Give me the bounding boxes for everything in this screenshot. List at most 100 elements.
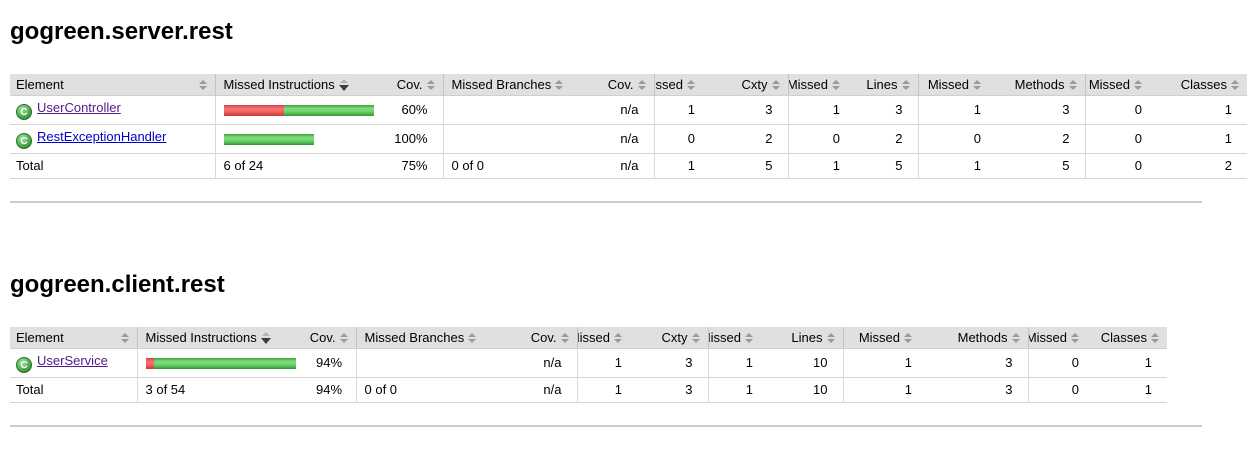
total-classes-cell: 2 <box>1157 153 1247 179</box>
column-header-methods[interactable]: Methods <box>927 327 1028 349</box>
column-header-missed-instructions[interactable]: Missed Instructions <box>136 327 310 349</box>
sort-icon <box>904 332 912 343</box>
coverage-table: Element Missed Instructions Cov. Missed … <box>10 74 1247 179</box>
class-link[interactable]: RestExceptionHandler <box>37 129 167 144</box>
sort-icon <box>1151 332 1159 343</box>
sort-icon <box>771 79 780 90</box>
column-header-cxty[interactable]: Cxty <box>710 74 788 96</box>
total-missed-classes-cell: 0 <box>1084 153 1157 179</box>
package-title: gogreen.client.rest <box>10 271 225 298</box>
section-divider <box>10 201 1202 203</box>
instruction-coverage-cell: 100% <box>387 124 443 154</box>
element-cell: UserService <box>10 348 137 378</box>
classes-cell: 1 <box>1157 124 1247 154</box>
total-row: Total 3 of 54 94% 0 of 0 n/a 1 3 1 10 1 … <box>10 377 1167 403</box>
total-branch-coverage-cell: n/a <box>497 377 577 403</box>
column-header-classes[interactable]: Classes <box>1157 74 1247 96</box>
column-header-branch-coverage[interactable]: Cov. <box>586 74 654 96</box>
column-header-element[interactable]: Element <box>10 327 137 349</box>
element-cell: UserController <box>10 95 215 125</box>
branch-coverage-cell: n/a <box>586 124 654 154</box>
sort-icon <box>468 332 477 343</box>
column-header-instruction-coverage[interactable]: Cov. <box>387 74 443 96</box>
missed-branches-cell <box>355 348 497 378</box>
coverage-bar <box>223 134 314 146</box>
column-header-branch-coverage[interactable]: Cov. <box>497 327 577 349</box>
column-header-missed-instructions[interactable]: Missed Instructions <box>214 74 387 96</box>
total-lines-cell: 10 <box>768 377 843 403</box>
lines-cell: 3 <box>855 95 918 125</box>
classes-cell: 1 <box>1157 95 1247 125</box>
column-header-missed-methods[interactable]: Missed <box>917 74 996 96</box>
column-header-missed-classes[interactable]: Missed <box>1027 327 1094 349</box>
total-missed-lines-cell: 1 <box>787 153 855 179</box>
column-header-missed-branches[interactable]: Missed Branches <box>355 327 497 349</box>
column-header-missed-branches[interactable]: Missed Branches <box>442 74 586 96</box>
sort-icon <box>1071 332 1079 343</box>
total-missed-methods-cell: 1 <box>917 153 996 179</box>
column-header-lines[interactable]: Lines <box>855 74 918 96</box>
column-header-missed-lines[interactable]: Missed <box>707 327 768 349</box>
column-header-classes[interactable]: Classes <box>1094 327 1167 349</box>
total-instruction-coverage-cell: 75% <box>387 153 443 179</box>
table-row: UserService 94% n/a 1 3 1 10 1 3 0 1 <box>10 348 1167 378</box>
total-row: Total 6 of 24 75% 0 of 0 n/a 1 5 1 5 1 5… <box>10 153 1247 179</box>
coverage-bar <box>145 358 296 370</box>
column-header-instruction-coverage[interactable]: Cov. <box>310 327 356 349</box>
sort-icon <box>745 332 753 343</box>
total-missed-instructions-cell: 3 of 54 <box>136 377 310 403</box>
missed-classes-cell: 0 <box>1027 348 1094 378</box>
column-header-missed-lines[interactable]: Missed <box>787 74 855 96</box>
missed-classes-cell: 0 <box>1084 124 1157 154</box>
total-missed-methods-cell: 1 <box>842 377 927 403</box>
sort-icon <box>901 79 910 90</box>
coverage-report-page: gogreen.server.rest Element Missed Instr… <box>0 18 1258 427</box>
total-branch-coverage-cell: n/a <box>586 153 654 179</box>
package-section-client-rest: gogreen.client.rest Element Missed Instr… <box>10 271 1248 427</box>
sort-icon <box>555 79 564 90</box>
sort-icon <box>339 332 348 343</box>
branch-coverage-cell: n/a <box>586 95 654 125</box>
sort-icon <box>1134 79 1142 90</box>
methods-cell: 3 <box>996 95 1085 125</box>
missed-cxty-cell: 0 <box>653 124 710 154</box>
lines-cell: 2 <box>855 124 918 154</box>
table-row: RestExceptionHandler 100% n/a 0 2 0 2 0 … <box>10 124 1247 154</box>
column-header-missed-cxty[interactable]: Missed <box>653 74 710 96</box>
instruction-coverage-cell: 60% <box>387 95 443 125</box>
total-missed-cxty-cell: 1 <box>653 153 710 179</box>
missed-instructions-cell <box>214 95 387 125</box>
sort-icon <box>1231 79 1239 90</box>
column-header-missed-cxty[interactable]: Missed <box>576 327 637 349</box>
covered-bar-segment <box>223 134 314 146</box>
class-icon <box>16 133 32 149</box>
sort-icon <box>687 79 695 90</box>
column-header-element[interactable]: Element <box>10 74 215 96</box>
missed-cxty-cell: 1 <box>653 95 710 125</box>
header-row: Element Missed Instructions Cov. Missed … <box>10 327 1167 349</box>
cxty-cell: 2 <box>710 124 788 154</box>
total-cxty-cell: 3 <box>637 377 708 403</box>
missed-methods-cell: 0 <box>917 124 996 154</box>
missed-branches-cell <box>442 124 586 154</box>
missed-bar-segment <box>145 358 154 370</box>
class-link[interactable]: UserService <box>37 353 108 368</box>
total-missed-lines-cell: 1 <box>707 377 768 403</box>
sort-icon <box>560 332 569 343</box>
cxty-cell: 3 <box>710 95 788 125</box>
sort-icon <box>120 332 129 343</box>
coverage-table: Element Missed Instructions Cov. Missed … <box>10 327 1167 403</box>
column-header-methods[interactable]: Methods <box>996 74 1085 96</box>
missed-branches-cell <box>442 95 586 125</box>
missed-classes-cell: 0 <box>1084 95 1157 125</box>
column-header-cxty[interactable]: Cxty <box>637 327 708 349</box>
column-header-missed-methods[interactable]: Missed <box>842 327 927 349</box>
class-link[interactable]: UserController <box>37 100 121 115</box>
missed-instructions-cell <box>136 348 310 378</box>
total-label-cell: Total <box>10 377 137 403</box>
total-methods-cell: 5 <box>996 153 1085 179</box>
sort-icon <box>973 79 981 90</box>
column-header-lines[interactable]: Lines <box>768 327 843 349</box>
sort-icon <box>637 79 646 90</box>
column-header-missed-classes[interactable]: Missed <box>1084 74 1157 96</box>
